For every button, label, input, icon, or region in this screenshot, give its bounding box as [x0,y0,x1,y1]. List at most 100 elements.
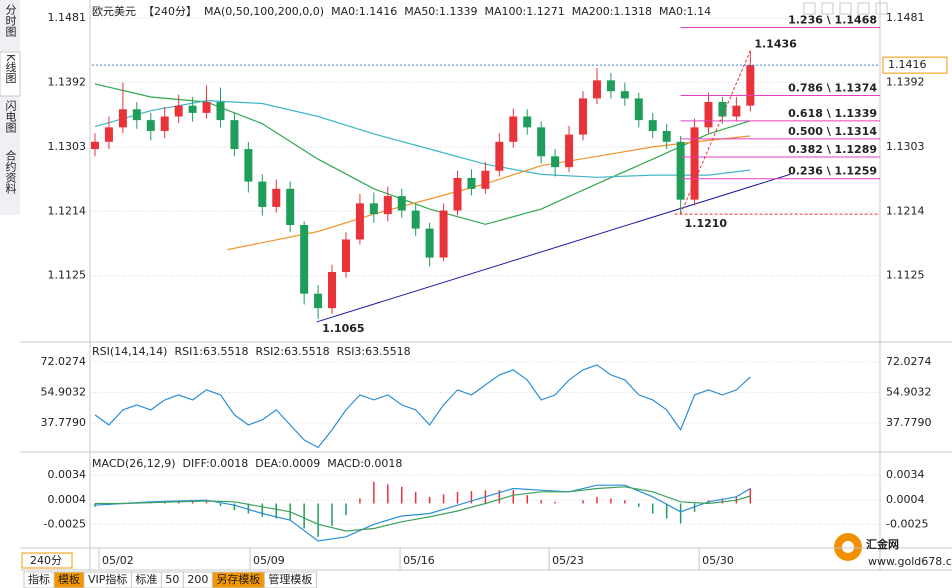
candle-body [355,203,364,240]
indicator-line [94,364,751,449]
x-tick-label: 05/02 [102,554,134,567]
candle-body [286,188,295,225]
candle-body [202,102,211,113]
candle-body [481,170,490,189]
watermark-url: www.gold678.com [868,555,952,568]
toolbar-label[interactable]: 标准 [135,572,157,586]
x-tick-label: 05/09 [253,554,285,567]
candle-body [230,120,239,150]
y-tick-label-right: 1.1125 [886,269,925,282]
x-tick-label: 05/16 [403,554,435,567]
candle-body [467,177,476,189]
candle-body [300,224,309,294]
toolbar-label[interactable]: 管理模板 [268,572,312,586]
candle-body [216,102,225,121]
candle-body [523,116,532,128]
toolbar-button[interactable] [263,571,317,588]
y-tick-label-right: 54.9032 [886,385,932,398]
last-price-label: 1.1416 [888,58,927,71]
candle-body [90,141,99,150]
y-tick-label-right: -0.0025 [886,517,928,530]
legend-entry: 【240分】 [143,5,197,18]
legend-entry: MA100:1.1271 [485,5,565,18]
y-tick-label-right: 72.0274 [886,355,932,368]
candle-body [174,105,183,117]
y-tick-label: 54.9032 [41,385,87,398]
candle-body [328,272,337,309]
candle-body [634,98,643,121]
fib-label: 0.618 \ 1.1339 [788,107,877,120]
candle-body [244,149,253,182]
legend-entry: MACD(26,12,9) [92,457,176,470]
candle-body [495,141,504,171]
candle-body [732,105,741,117]
y-tick-label: -0.0025 [44,517,86,530]
candle-body [606,80,615,92]
candle-body [369,203,378,215]
candle-body [425,228,434,258]
legend-entry: MA0:1.1416 [331,5,397,18]
legend-entry: MA0:1.14 [659,5,711,18]
candle-body [439,210,448,258]
candle-body [314,293,323,309]
candle-body [704,102,713,128]
indicator-line [95,486,751,532]
legend-entry: RSI2:63.5518 [256,345,330,358]
candle-body [746,65,755,106]
side-tab[interactable]: 分时图 [4,4,17,38]
y-tick-label: 37.7790 [41,416,87,429]
y-tick-label: 1.1303 [48,140,87,153]
candle-body [592,80,601,99]
legend-entry: MA50:1.1339 [404,5,477,18]
legend-entry: MA(0,50,100,200,0,0) [204,5,324,18]
toolbar-label[interactable]: 50 [165,573,179,586]
indicator-line [94,484,751,542]
toolbar-label[interactable]: VIP指标 [88,572,127,586]
y-tick-label: 1.1125 [48,269,87,282]
candle-body [662,130,671,142]
fib-label: 0.236 \ 1.1259 [788,165,877,178]
y-tick-label-right: 1.1303 [886,140,925,153]
fib-label: 0.500 \ 1.1314 [788,125,877,138]
candle-body [104,127,113,142]
toolbar-label[interactable]: 另存模板 [216,572,260,586]
candle-body [132,109,141,121]
legend-entry: 欧元美元 [92,5,136,18]
toolbar-label[interactable]: 200 [187,573,208,586]
toolbar-label[interactable]: 模板 [58,572,80,586]
candle-body [718,102,727,117]
candle-body [509,116,518,142]
side-tab[interactable]: 合约资料 [4,149,17,195]
price-annotation: 1.1436 [754,38,797,51]
fib-label: 1.236 \ 1.1468 [788,14,877,27]
layout-icons [803,2,888,15]
period-box [21,552,73,569]
candle-body [272,188,281,207]
side-tab[interactable]: 闪电图 [4,99,17,134]
legend-entry: DEA:0.0009 [255,457,320,470]
y-tick-label: 0.0034 [48,468,87,481]
candle-body [620,91,629,99]
y-tick-label-right: 1.1392 [886,76,925,89]
candle-body [258,181,267,207]
y-tick-label-right: 1.1214 [886,204,925,217]
price-annotation: 1.1210 [685,217,728,230]
candle-body [146,120,155,131]
y-tick-label: 0.0004 [48,493,87,506]
last-price-box [882,56,948,74]
candle-body [118,109,127,128]
price-annotation: 1.1065 [322,322,364,335]
trendline [316,173,791,323]
legend-entry: MACD:0.0018 [327,457,402,470]
candle-body [579,98,588,135]
candle-body [551,156,560,168]
toolbar-label[interactable]: 指标 [28,572,50,586]
side-tab[interactable]: K线图 [4,54,17,84]
legend-entry: RSI(14,14,14) [92,345,167,358]
candle-body [188,105,197,113]
candle-body [411,210,420,229]
candle-body [383,196,392,215]
candle-body [676,141,685,200]
y-tick-label-right: 1.1481 [886,11,925,24]
